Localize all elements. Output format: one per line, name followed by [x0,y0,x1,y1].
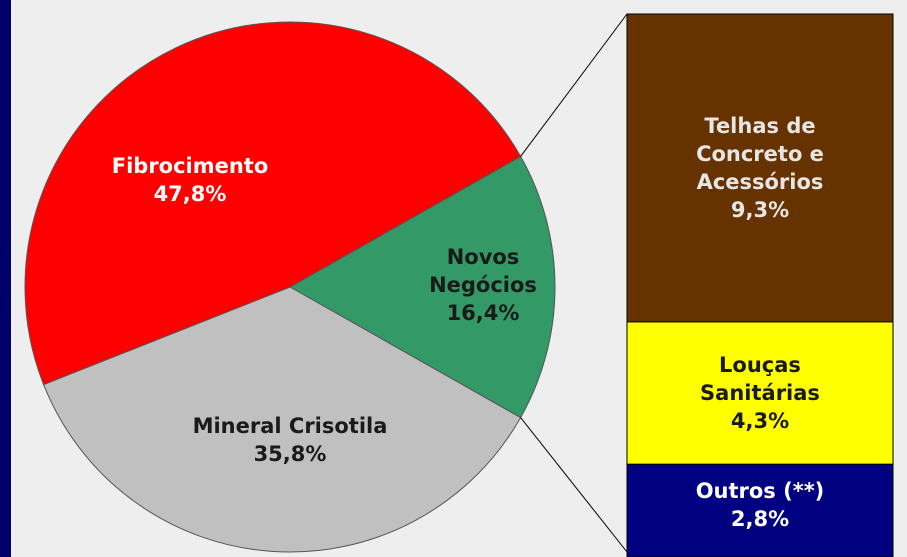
pie-label: Fibrocimento 47,8% [80,152,300,208]
pie-slice [288,155,556,419]
bar-segment [626,13,894,323]
label-text: 35,8% [253,442,327,466]
pie-slice [24,21,522,386]
label-text: Telhas de Concreto e Acessórios [696,113,824,194]
label-text: Mineral Crisotila [192,414,388,438]
bar-segment [626,321,894,465]
label-text: 47,8% [153,182,227,206]
label-text: 4,3% [730,409,790,434]
pie-slice [42,286,522,553]
bar-label: Telhas de Concreto e Acessórios 9,3% [660,112,860,224]
label-text: 9,3% [730,197,790,222]
label-text: Novos Negócios [429,245,537,297]
label-text: 2,8% [730,506,790,531]
bar-label: Louças Sanitárias 4,3% [660,351,860,435]
label-text: Louças Sanitárias [700,353,820,406]
label-text: 16,4% [446,301,520,325]
pie-label: Mineral Crisotila 35,8% [190,412,390,468]
connector [520,13,628,157]
label-text: Fibrocimento [111,154,269,178]
label-text: Outros (**) [695,478,825,503]
pie-label: Novos Negócios 16,4% [403,243,563,327]
bar-segment [626,463,894,557]
bar-label: Outros (**) 2,8% [660,477,860,533]
side-strip [0,0,11,557]
connector [520,417,628,553]
